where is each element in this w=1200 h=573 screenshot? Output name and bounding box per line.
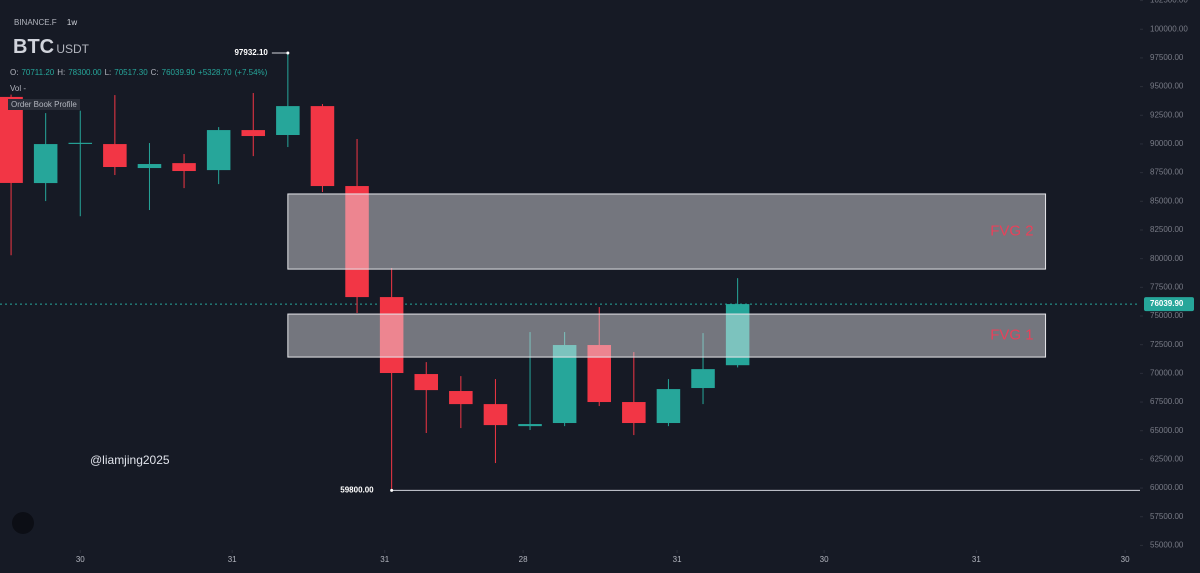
ohlc-item: H: [57, 68, 66, 77]
ohlc-item: 76039.90 [161, 68, 196, 77]
x-tick-label: 31 [380, 555, 389, 564]
quote: USDT [56, 42, 90, 56]
x-tick-label: 30 [76, 555, 85, 564]
candle-body [0, 96, 23, 183]
fvg-zone [287, 313, 1047, 358]
x-tick-label: 31 [972, 555, 981, 564]
watermark: @liamjing2025 [90, 453, 170, 467]
y-tick-label: 62500.00 [1150, 454, 1184, 463]
candle-body [587, 345, 611, 403]
symbol: BTC [13, 36, 55, 58]
y-tick-label: 102500.00 [1150, 0, 1188, 5]
volume-label: Vol - [10, 84, 27, 93]
candle-body [276, 106, 300, 136]
symbol-row: BTC USDT [13, 36, 89, 59]
y-tick-label: 70000.00 [1150, 368, 1184, 377]
ohlc-item: +5328.70 [198, 68, 232, 77]
x-tick-label: 28 [519, 555, 528, 564]
y-tick-label: 82500.00 [1150, 225, 1184, 234]
annotation-dot [390, 488, 394, 492]
candle-body [622, 402, 646, 424]
y-tick-label: 87500.00 [1150, 168, 1184, 177]
candle-body [241, 130, 266, 137]
candle-body [68, 142, 93, 144]
y-tick-label: 75000.00 [1150, 311, 1184, 320]
y-tick-label: 85000.00 [1150, 196, 1184, 205]
y-tick-label: 72500.00 [1150, 340, 1184, 349]
y-tick-label: 80000.00 [1150, 254, 1184, 263]
y-tick-label: 60000.00 [1150, 483, 1184, 492]
y-tick-label: 57500.00 [1150, 512, 1184, 521]
candle-body [103, 144, 127, 168]
fvg-label: FVG 2 [990, 222, 1033, 239]
y-tick-label: 97500.00 [1150, 53, 1184, 62]
ohlc-item: 78300.00 [68, 68, 102, 77]
x-tick-label: 31 [673, 555, 682, 564]
candle-body [137, 164, 162, 169]
ohlc-item: C: [150, 68, 159, 77]
candle-body [172, 163, 196, 172]
candle-body [552, 345, 577, 424]
candle-body [656, 389, 681, 424]
annotation-label: 59800.00 [340, 485, 374, 494]
y-tick-label: 92500.00 [1150, 110, 1184, 119]
y-tick-label: 95000.00 [1150, 82, 1184, 91]
interval[interactable]: 1w [66, 18, 78, 27]
x-tick-label: 30 [1121, 555, 1130, 564]
ohlc-item: 70517.30 [114, 68, 148, 77]
annotation-dot [286, 51, 290, 55]
ohlc-item: L: [104, 68, 112, 77]
fvg-zone [287, 193, 1047, 270]
last-price-label: 76039.90 [1150, 299, 1184, 308]
fvg-label: FVG 1 [990, 327, 1033, 344]
y-tick-label: 67500.00 [1150, 397, 1184, 406]
logo [12, 512, 34, 534]
ohlc-item: 70711.20 [21, 68, 55, 77]
candle-body [725, 304, 750, 366]
y-tick-label: 100000.00 [1150, 24, 1188, 33]
candle-body [379, 297, 404, 374]
y-tick-label: 77500.00 [1150, 282, 1184, 291]
x-tick-label: 30 [820, 555, 829, 564]
annotation-label: 97932.10 [234, 48, 268, 57]
y-tick-label: 90000.00 [1150, 139, 1184, 148]
candle-body [449, 391, 473, 405]
last-price-tag [1144, 297, 1194, 312]
candle-body [310, 106, 335, 187]
y-tick-label: 55000.00 [1150, 541, 1184, 550]
candle-body [33, 144, 58, 184]
candle-body [206, 130, 231, 171]
ohlc-header: O: 70711.20 H: 78300.00 L: 70517.30 C: 76039.90… [10, 68, 270, 77]
ohlc-item: (+7.54%) [234, 68, 268, 77]
candle-body [691, 369, 715, 389]
candle-body [518, 424, 542, 427]
exchange: BINANCE.F [14, 18, 57, 27]
indicator-label[interactable]: Order Book Profile [8, 99, 80, 110]
exchange-row: BINANCE.F 1w [14, 18, 77, 27]
candle-body [414, 374, 439, 391]
candle-body [483, 404, 508, 426]
y-tick-label: 65000.00 [1150, 426, 1184, 435]
x-tick-label: 31 [228, 555, 237, 564]
ohlc-item: O: [10, 68, 19, 77]
